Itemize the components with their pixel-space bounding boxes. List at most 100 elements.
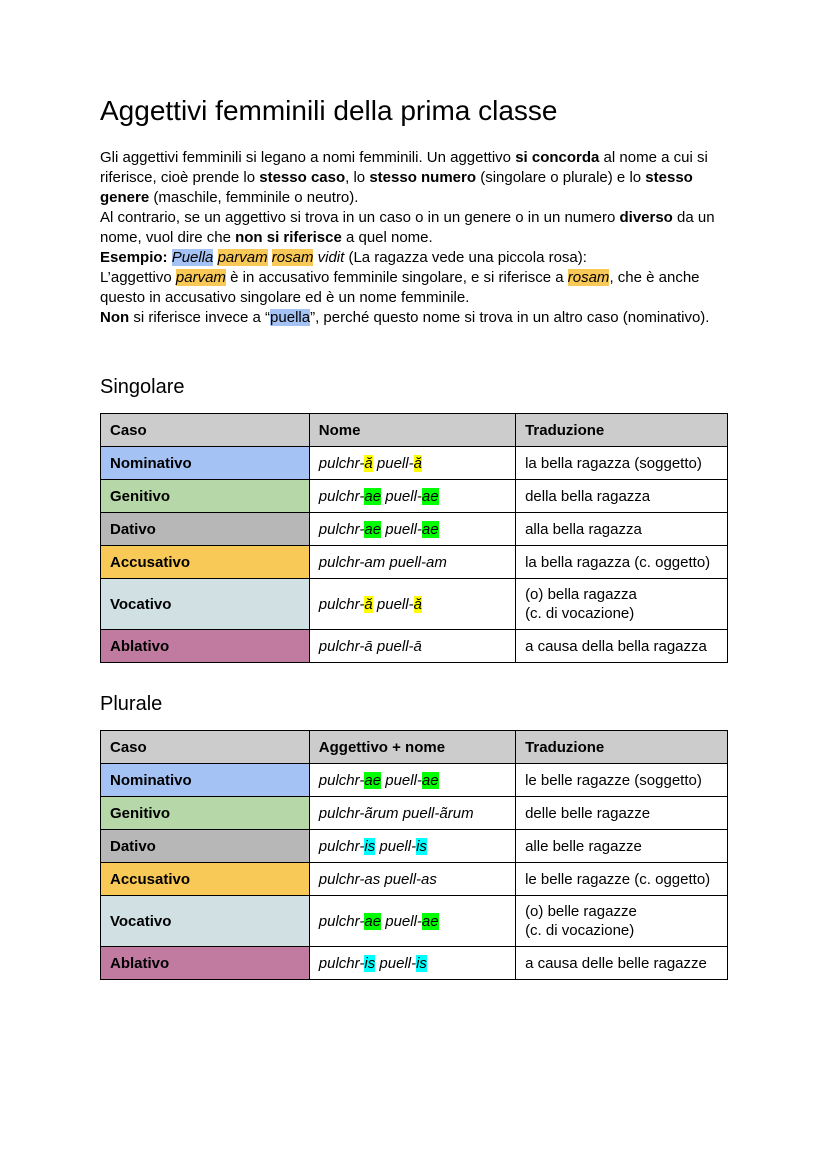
text-run: si concorda [515,149,600,166]
highlighted-text-yellow: ă [413,454,422,472]
highlighted-text-blue: Puella [171,249,214,266]
highlighted-text-green: ae [421,487,439,505]
text-run: L’aggettivo [100,269,176,286]
case-cell: Accusativo [100,862,310,896]
text-run: Non [100,309,130,326]
highlighted-text-amber: parvam [217,249,268,266]
section-heading-singolare: Singolare [100,376,185,398]
forms-cell: pulchr-ãrum puell-ãrum [308,796,517,830]
text-run: Al contrario, se un aggettivo si trova i… [100,209,620,226]
highlighted-text-blue: puella [270,309,311,326]
case-cell: Genitivo [100,796,310,830]
case-cell: Dativo [100,829,310,863]
section-singolare: Singolare Caso Nome Traduzione Nominativo pu… [100,374,728,663]
text-run: ”, perché questo nome si trova in un alt… [310,309,710,326]
translation-cell: (o) bella ragazza (c. di vocazione) [515,578,728,630]
highlighted-text-green: ae [421,912,439,930]
highlighted-text-yellow: ă [364,595,373,613]
text-run: pulchr-ãrum puell-ãrum [318,804,474,822]
translation-cell: alla bella ragazza [515,512,728,546]
text-run: stesso caso [259,169,346,186]
text-run: , che è anche questo in accusativo singo… [100,269,700,306]
highlighted-text-cyan: is [364,954,376,972]
text-run: pulchr- [318,837,365,855]
text-run: pulchr- [318,487,365,505]
column-header: Aggettivo + nome [308,730,517,764]
highlighted-text-yellow: ă [413,595,422,613]
highlighted-text-green: ae [421,520,439,538]
column-header: Traduzione [515,413,728,447]
highlighted-text-yellow: ă [364,454,373,472]
table-row-accusativo: Accusativo pulchr-as puell-as le belle rag… [100,862,728,896]
case-cell: Nominativo [100,446,310,480]
header-row: Caso Aggettivo + nome Traduzione [100,730,728,764]
case-cell: Accusativo [100,545,310,579]
forms-cell: pulchr-ă puell-ă [308,446,517,480]
text-run: diverso [619,209,673,226]
intro-paragraph: Gli aggettivi femminili si legano a nomi… [100,148,728,328]
column-header: Caso [100,413,310,447]
table-row-nominativo: Nominativo pulchr-ă puell-ă la bella ragaz… [100,446,728,480]
translation-cell: (o) belle ragazze (c. di vocazione) [515,895,728,947]
highlighted-text-amber: rosam [271,249,314,266]
table-row-accusativo: Accusativo pulchr-am puell-am la bella rag… [100,545,728,579]
text-run: è in accusativo femminile singolare, e s… [225,269,568,286]
text-run: (singolare o plurale) e lo [476,169,646,186]
text-run: puell- [381,912,422,930]
text-run: pulchr- [318,595,365,613]
section-heading-plurale: Plurale [100,693,163,715]
table-row-ablativo: Ablativo pulchr-ā puell-ā a causa della be… [100,629,728,663]
case-cell: Dativo [100,512,310,546]
text-run: pulchr- [318,771,365,789]
grammar-table-plurale: Caso Aggettivo + nome Traduzione Nominativo… [100,730,728,980]
text-run: Gli aggettivi femminili si legano a nomi… [100,149,516,166]
table-row-dativo: Dativo pulchr-is puell-is alle belle ragaz… [100,829,728,863]
translation-cell: le belle ragazze (soggetto) [515,763,728,797]
table-row-dativo: Dativo pulchr-ae puell-ae alla bella ragaz… [100,512,728,546]
text-run: al nome a cui si riferisce, cioè prende … [100,149,708,186]
highlighted-text-green: ae [364,520,382,538]
text-run: vidit [313,249,345,266]
highlighted-text-green: ae [364,487,382,505]
forms-cell: pulchr-ā puell-ā [308,629,517,663]
text-run: puell- [381,520,422,538]
column-header: Traduzione [515,730,728,764]
text-run: puell- [381,771,422,789]
text-run: pulchr-ā puell-ā [318,637,422,655]
text-run: stesso genere [100,169,693,206]
text-run: puell- [372,454,414,472]
forms-cell: pulchr-is puell-is [308,946,517,980]
text-run: puell- [375,954,417,972]
text-run: (La ragazza vede una piccola rosa): [344,249,587,266]
table-row-ablativo: Ablativo pulchr-is puell-is a causa delle … [100,946,728,980]
highlighted-text-green: ae [421,771,439,789]
highlighted-text-green: ae [364,771,382,789]
text-run: a quel nome. [341,229,433,246]
case-cell: Vocativo [100,895,310,947]
translation-cell: la bella ragazza (c. oggetto) [515,545,728,579]
column-header: Nome [308,413,517,447]
text-run: pulchr- [318,954,365,972]
text-run: da un nome, vuol dire che [100,209,715,246]
forms-cell: pulchr-as puell-as [308,862,517,896]
case-cell: Vocativo [100,578,310,630]
text-run: puell- [375,837,417,855]
text-run: puell- [372,595,414,613]
forms-cell: pulchr-is puell-is [308,829,517,863]
forms-cell: pulchr-ă puell-ă [308,578,517,630]
case-cell: Genitivo [100,479,310,513]
translation-cell: della bella ragazza [515,479,728,513]
text-run: puell- [381,487,422,505]
table-row-genitivo: Genitivo pulchr-ae puell-ae della bella ra… [100,479,728,513]
text-run: pulchr-am puell-am [318,553,447,571]
case-cell: Nominativo [100,763,310,797]
table-row-vocativo: Vocativo pulchr-ae puell-ae (o) belle raga… [100,895,728,947]
highlighted-text-amber: rosam [567,269,610,286]
text-run: pulchr- [318,520,365,538]
highlighted-text-green: ae [364,912,382,930]
section-plurale: Plurale Caso Aggettivo + nome Traduzione No… [100,691,728,980]
header-row: Caso Nome Traduzione [100,413,728,447]
table-row-nominativo: Nominativo pulchr-ae puell-ae le belle rag… [100,763,728,797]
table-row-genitivo: Genitivo pulchr-ãrum puell-ãrum delle bell… [100,796,728,830]
